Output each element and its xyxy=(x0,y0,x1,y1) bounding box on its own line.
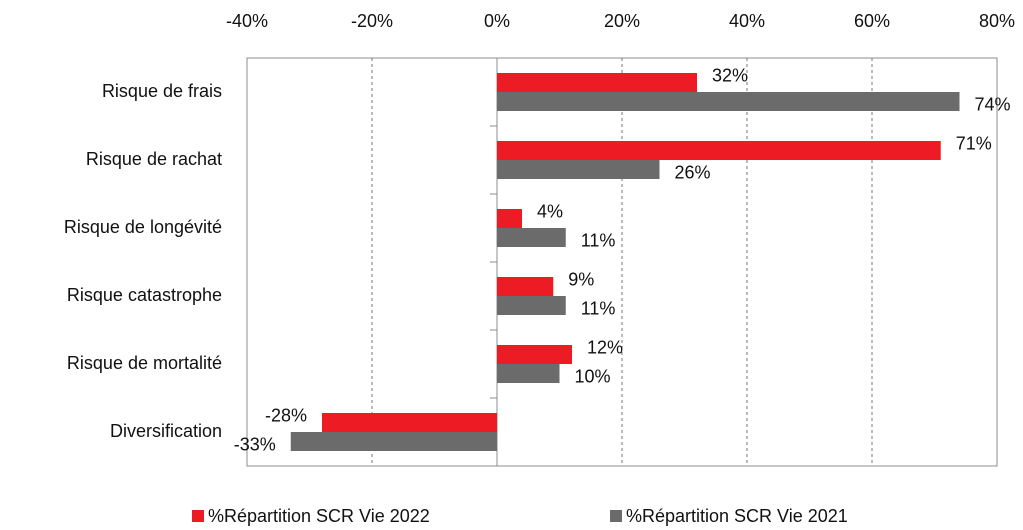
x-tick-label: 60% xyxy=(854,11,890,31)
data-label: 11% xyxy=(581,230,616,250)
data-label: 32% xyxy=(712,65,748,85)
x-tick-label: -20% xyxy=(351,11,393,31)
x-tick-label: 40% xyxy=(729,11,765,31)
data-label: 26% xyxy=(675,162,711,182)
legend-swatch xyxy=(610,510,622,522)
legend-label: %Répartition SCR Vie 2022 xyxy=(208,506,430,526)
data-label: 4% xyxy=(537,201,563,221)
y-tick-label: Risque de longévité xyxy=(64,217,222,237)
bar xyxy=(322,413,497,432)
data-label: 12% xyxy=(587,337,623,357)
legend-label: %Répartition SCR Vie 2021 xyxy=(626,506,848,526)
data-label: 74% xyxy=(975,94,1011,114)
x-tick-label: 80% xyxy=(979,11,1015,31)
y-tick-label: Risque de mortalité xyxy=(67,353,222,373)
bar xyxy=(497,228,566,247)
bar xyxy=(497,364,560,383)
data-label: -28% xyxy=(265,405,307,425)
y-tick-label: Risque de rachat xyxy=(86,149,222,169)
data-label: -33% xyxy=(234,434,276,454)
bar xyxy=(497,92,960,111)
y-tick-label: Risque de frais xyxy=(102,81,222,101)
y-tick-label: Diversification xyxy=(110,421,222,441)
bar xyxy=(290,432,497,451)
x-tick-label: 20% xyxy=(604,11,640,31)
data-label: 71% xyxy=(956,133,992,153)
bar xyxy=(497,141,941,160)
bar xyxy=(497,277,554,296)
data-label: 11% xyxy=(581,298,616,318)
bar xyxy=(497,209,522,228)
bar xyxy=(497,296,566,315)
y-tick-label: Risque catastrophe xyxy=(67,285,222,305)
x-tick-label: -40% xyxy=(226,11,268,31)
x-tick-label: 0% xyxy=(484,11,510,31)
bar xyxy=(497,345,572,364)
data-label: 9% xyxy=(568,269,594,289)
data-label: 10% xyxy=(575,366,611,386)
bar xyxy=(497,73,697,92)
bar xyxy=(497,160,660,179)
legend-swatch xyxy=(192,510,204,522)
